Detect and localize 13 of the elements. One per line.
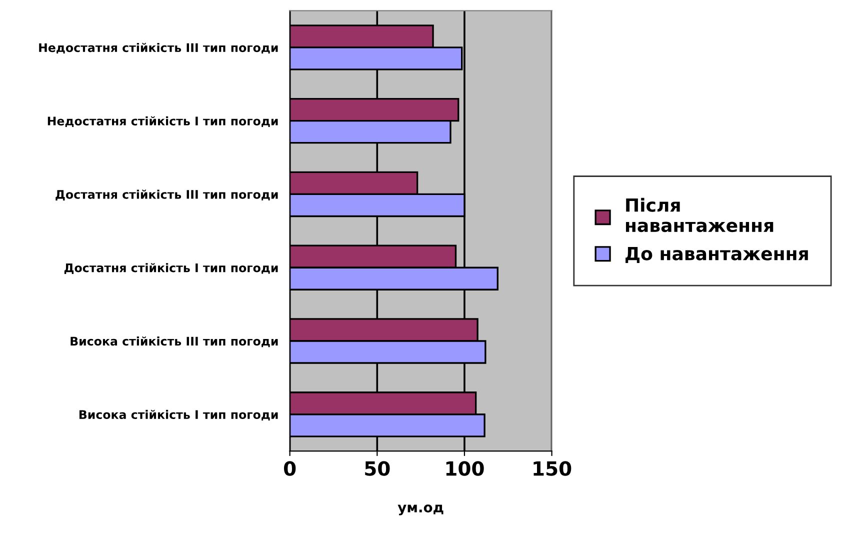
x-tick-label: 50 [365,461,390,476]
x-tick-label: 0 [284,461,296,476]
x-tick-label: 150 [534,461,572,476]
y-tick-label: Недостатня стійкість ІІІ тип погоди [39,42,278,54]
x-tick-label: 100 [446,461,484,476]
y-tick-label: Достатня стійкість ІІІ тип погоди [56,190,278,201]
y-tick-label: Висока стійкість І тип погоди [79,410,278,420]
y-tick-label: Достатня стійкість І тип погоди [64,263,278,274]
y-tick-label: Висока стійкість ІІІ тип погоди [70,336,278,348]
legend-label: Після навантаження [626,198,774,232]
legend-label: До навантаження [626,246,808,263]
y-tick-label: Недостатня стійкість І тип погоди [48,116,278,127]
x-axis-title: ум.од [398,504,444,516]
